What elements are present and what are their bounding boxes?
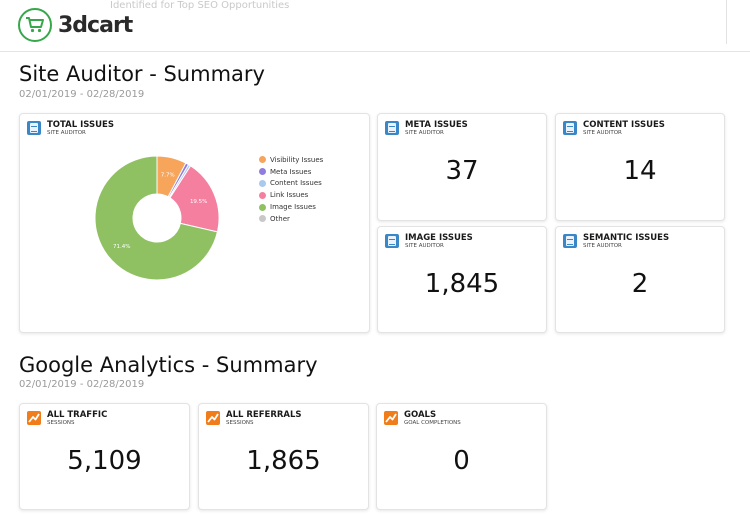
card-title: META ISSUES [405,120,468,130]
card-title: GOALS [404,410,437,420]
metric-value: 5,109 [67,446,142,476]
card-subtitle: SITE AUDITOR [47,130,86,136]
google-analytics-date-range: 02/01/2019 - 02/28/2019 [19,379,145,390]
metric-value: 1,865 [246,446,321,476]
logo[interactable]: 3dcart [18,8,133,42]
card-title: CONTENT ISSUES [583,120,665,130]
legend-label: Image Issues [270,203,316,212]
semantic-issues-card[interactable]: SEMANTIC ISSUES SITE AUDITOR 2 [555,226,725,333]
card-header: CONTENT ISSUES SITE AUDITOR [563,121,665,137]
card-header: ALL TRAFFIC SESSIONS [27,411,107,427]
image-issues-card[interactable]: IMAGE ISSUES SITE AUDITOR 1,845 [377,226,547,333]
card-subtitle: SITE AUDITOR [583,130,622,136]
card-subtitle: SESSIONS [47,420,75,426]
legend-item[interactable]: Image Issues [259,201,323,213]
legend-swatch [259,191,266,199]
document-icon [563,234,577,248]
card-header: SEMANTIC ISSUES SITE AUDITOR [563,234,669,250]
card-title: TOTAL ISSUES [47,120,114,130]
card-subtitle: SESSIONS [226,420,254,426]
legend-label: Meta Issues [270,167,312,176]
header-faded-text: Identified for Top SEO Opportunities [110,0,290,11]
trend-chart-icon [27,411,41,425]
legend-swatch [259,203,266,211]
metric-value: 1,845 [424,269,500,299]
legend-item[interactable]: Visibility Issues [259,154,323,166]
legend-label: Visibility Issues [270,155,324,164]
trend-chart-icon [206,411,220,425]
card-subtitle: SITE AUDITOR [405,243,444,249]
card-header: ALL REFERRALS SESSIONS [206,411,302,427]
legend-label: Content Issues [270,179,322,188]
card-header: GOALS GOAL COMPLETIONS [384,411,461,427]
card-subtitle: GOAL COMPLETIONS [404,420,461,426]
donut-slice-image-issues[interactable] [94,155,219,281]
card-header: IMAGE ISSUES SITE AUDITOR [385,234,473,250]
card-title: SEMANTIC ISSUES [583,233,670,243]
top-header: Identified for Top SEO Opportunities 3dc… [0,0,750,52]
document-icon [385,234,399,248]
total-issues-donut-chart: 7.7% 19.5% 71.4% [94,155,220,281]
metric-value: 37 [445,156,479,186]
goals-card[interactable]: GOALS GOAL COMPLETIONS 0 [376,403,547,510]
document-icon [563,121,577,135]
legend-item[interactable]: Other [259,213,323,225]
card-title: IMAGE ISSUES [405,233,473,243]
site-auditor-date-range: 02/01/2019 - 02/28/2019 [19,89,145,100]
metric-value: 0 [453,446,470,476]
google-analytics-title: Google Analytics - Summary [19,353,318,377]
header-divider [726,0,727,44]
logo-text: 3dcart [58,12,133,38]
meta-issues-card[interactable]: META ISSUES SITE AUDITOR 37 [377,113,547,221]
card-subtitle: SITE AUDITOR [405,130,444,136]
legend-swatch [259,179,266,187]
document-icon [27,121,41,135]
legend-swatch [259,168,266,176]
donut-slice-label: 7.7% [161,172,175,178]
trend-chart-icon [384,411,398,425]
legend-swatch [259,156,266,164]
card-title: ALL REFERRALS [226,410,302,420]
metric-value: 14 [623,156,657,186]
all-referrals-card[interactable]: ALL REFERRALS SESSIONS 1,865 [198,403,369,510]
card-header: TOTAL ISSUES SITE AUDITOR [27,121,114,137]
legend-item[interactable]: Content Issues [259,178,323,190]
card-title: ALL TRAFFIC [47,410,108,420]
card-subtitle: SITE AUDITOR [583,243,622,249]
legend-label: Other [270,214,290,223]
all-traffic-card[interactable]: ALL TRAFFIC SESSIONS 5,109 [19,403,190,510]
document-icon [385,121,399,135]
donut-slice-label: 71.4% [113,244,130,250]
cart-icon [18,8,52,42]
content-issues-card[interactable]: CONTENT ISSUES SITE AUDITOR 14 [555,113,725,221]
chart-legend: Visibility Issues Meta Issues Content Issu… [259,154,323,225]
legend-swatch [259,215,266,223]
site-auditor-title: Site Auditor - Summary [19,62,265,86]
metric-value: 2 [631,269,649,299]
legend-item[interactable]: Link Issues [259,189,323,201]
legend-item[interactable]: Meta Issues [259,166,323,178]
donut-slice-label: 19.5% [190,199,207,205]
legend-label: Link Issues [270,191,309,200]
card-header: META ISSUES SITE AUDITOR [385,121,468,137]
